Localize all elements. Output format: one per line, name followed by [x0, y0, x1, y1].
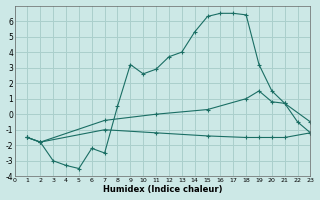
X-axis label: Humidex (Indice chaleur): Humidex (Indice chaleur)	[103, 185, 222, 194]
